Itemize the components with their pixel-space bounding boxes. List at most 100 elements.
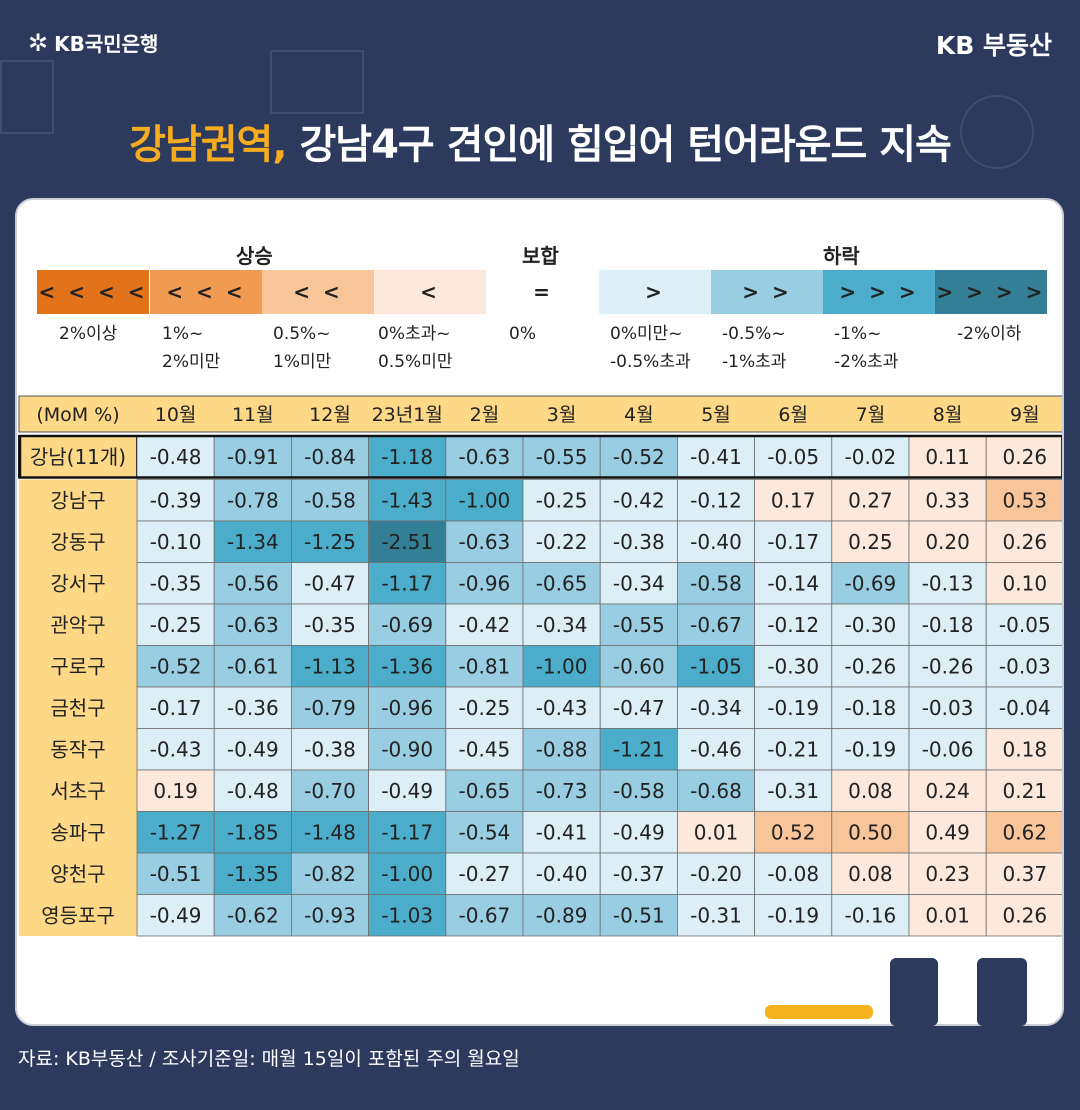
cell-value: -0.78 xyxy=(227,488,279,512)
cell-value: -0.63 xyxy=(227,613,279,637)
cell-value: -0.65 xyxy=(459,779,511,803)
cell-value: -0.38 xyxy=(613,530,665,554)
cell-value: -0.13 xyxy=(922,571,974,595)
heat-cell xyxy=(445,852,524,895)
heat-cell xyxy=(754,479,833,522)
cell-value: -0.34 xyxy=(613,571,665,595)
cell-value: -0.47 xyxy=(613,696,665,720)
cell-value: -0.38 xyxy=(304,737,356,761)
cell-value: -1.05 xyxy=(690,654,742,678)
cell-value: -0.17 xyxy=(767,530,819,554)
cell-value: -0.36 xyxy=(227,696,279,720)
cell-value: -0.35 xyxy=(304,613,356,637)
heat-cell xyxy=(599,811,678,854)
heat-cell xyxy=(136,852,215,895)
bank-logo: ✲ KB국민은행 xyxy=(28,28,158,57)
cell-value: -0.40 xyxy=(690,530,742,554)
cell-value: 0.25 xyxy=(848,530,893,554)
cell-value: -0.22 xyxy=(536,530,588,554)
cell-value: -0.03 xyxy=(999,654,1051,678)
heat-cell xyxy=(985,811,1062,854)
cell-value: -0.48 xyxy=(227,779,279,803)
row-label: 구로구 xyxy=(50,654,105,678)
cell-value: -0.43 xyxy=(536,696,588,720)
heat-cell xyxy=(677,728,756,771)
column-label: 12월 xyxy=(309,404,351,426)
row-label: 서초구 xyxy=(50,779,105,803)
cell-value: 0.33 xyxy=(925,488,970,512)
heat-cell xyxy=(754,728,833,771)
cell-value: -0.31 xyxy=(767,779,819,803)
heat-cell xyxy=(754,562,833,605)
cell-value: 0.21 xyxy=(1003,779,1048,803)
cell-value: -0.14 xyxy=(767,571,819,595)
heat-cell xyxy=(831,894,910,937)
cell-value: -0.58 xyxy=(304,488,356,512)
heat-cell xyxy=(985,728,1062,771)
legend-swatch: > > > > xyxy=(935,270,1047,314)
legend-label: -1%~ -2%초과 xyxy=(834,324,899,372)
cell-value: -0.37 xyxy=(613,862,665,886)
cell-value: -0.73 xyxy=(536,779,588,803)
cell-value: -1.17 xyxy=(381,820,433,844)
cell-value: -0.31 xyxy=(690,903,742,927)
heat-cell xyxy=(677,811,756,854)
heat-cell xyxy=(136,769,215,812)
heat-cell xyxy=(985,686,1062,729)
row-label: 송파구 xyxy=(50,820,105,844)
column-label: 3월 xyxy=(547,404,577,426)
row-label: 강남구 xyxy=(50,488,105,512)
cell-value: -0.12 xyxy=(690,488,742,512)
cell-value: -0.25 xyxy=(536,488,588,512)
heat-cell xyxy=(831,686,910,729)
cell-value: -0.25 xyxy=(459,696,511,720)
building-decoration xyxy=(270,50,364,114)
heat-cell xyxy=(831,769,910,812)
heat-cell xyxy=(136,520,215,563)
row-label-cell xyxy=(19,645,137,687)
row-label-cell xyxy=(19,853,137,895)
heat-cell xyxy=(522,435,601,478)
column-label: 6월 xyxy=(778,404,808,426)
cell-value: -0.04 xyxy=(999,696,1051,720)
row-label: 강동구 xyxy=(50,530,105,554)
heat-cell xyxy=(290,852,369,895)
column-label: 7월 xyxy=(856,404,886,426)
heat-cell xyxy=(599,435,678,478)
cell-value: -0.65 xyxy=(536,571,588,595)
heat-cell xyxy=(522,894,601,937)
cell-value: -0.88 xyxy=(536,737,588,761)
cell-value: -0.51 xyxy=(150,862,202,886)
brand-label: KB 부동산 xyxy=(935,31,1052,60)
cell-value: -0.82 xyxy=(304,862,356,886)
cell-value: 0.26 xyxy=(1003,445,1048,469)
legend-swatch: = xyxy=(487,270,599,314)
cell-value: -0.68 xyxy=(690,779,742,803)
legend-label: 0% xyxy=(509,324,536,344)
heat-cell xyxy=(908,520,987,563)
cell-value: -0.67 xyxy=(690,613,742,637)
heat-cell xyxy=(368,769,447,812)
cell-value: -0.60 xyxy=(613,654,665,678)
cell-value: -0.34 xyxy=(536,613,588,637)
cell-value: -0.54 xyxy=(459,820,511,844)
cell-value: -0.35 xyxy=(150,571,202,595)
heat-cell xyxy=(985,645,1062,688)
cell-value: -0.49 xyxy=(227,737,279,761)
cell-value: 0.49 xyxy=(925,820,970,844)
legend-label: -0.5%~ -1%초과 xyxy=(722,324,787,372)
heat-cell xyxy=(831,479,910,522)
chart-card: 상승 보합 하락 < < < < 2%이상 < < < 1%~ 2%미만 < < 0.5%… xyxy=(15,198,1064,1026)
heat-cell xyxy=(599,769,678,812)
heat-cell xyxy=(754,852,833,895)
legend-swatch: > > > xyxy=(823,270,935,314)
row-label: 금천구 xyxy=(50,696,105,720)
title-rest: 강남4구 견인에 힘입어 턴어라운드 지속 xyxy=(286,122,951,168)
row-label: 관악구 xyxy=(50,613,105,637)
cell-value: -0.49 xyxy=(150,903,202,927)
cell-value: -1.17 xyxy=(381,571,433,595)
cell-value: -0.18 xyxy=(845,696,897,720)
legend-label: 0%미만~ -0.5%초과 xyxy=(610,324,691,372)
decoration-box xyxy=(890,958,938,1026)
decoration-bar xyxy=(765,1005,873,1019)
